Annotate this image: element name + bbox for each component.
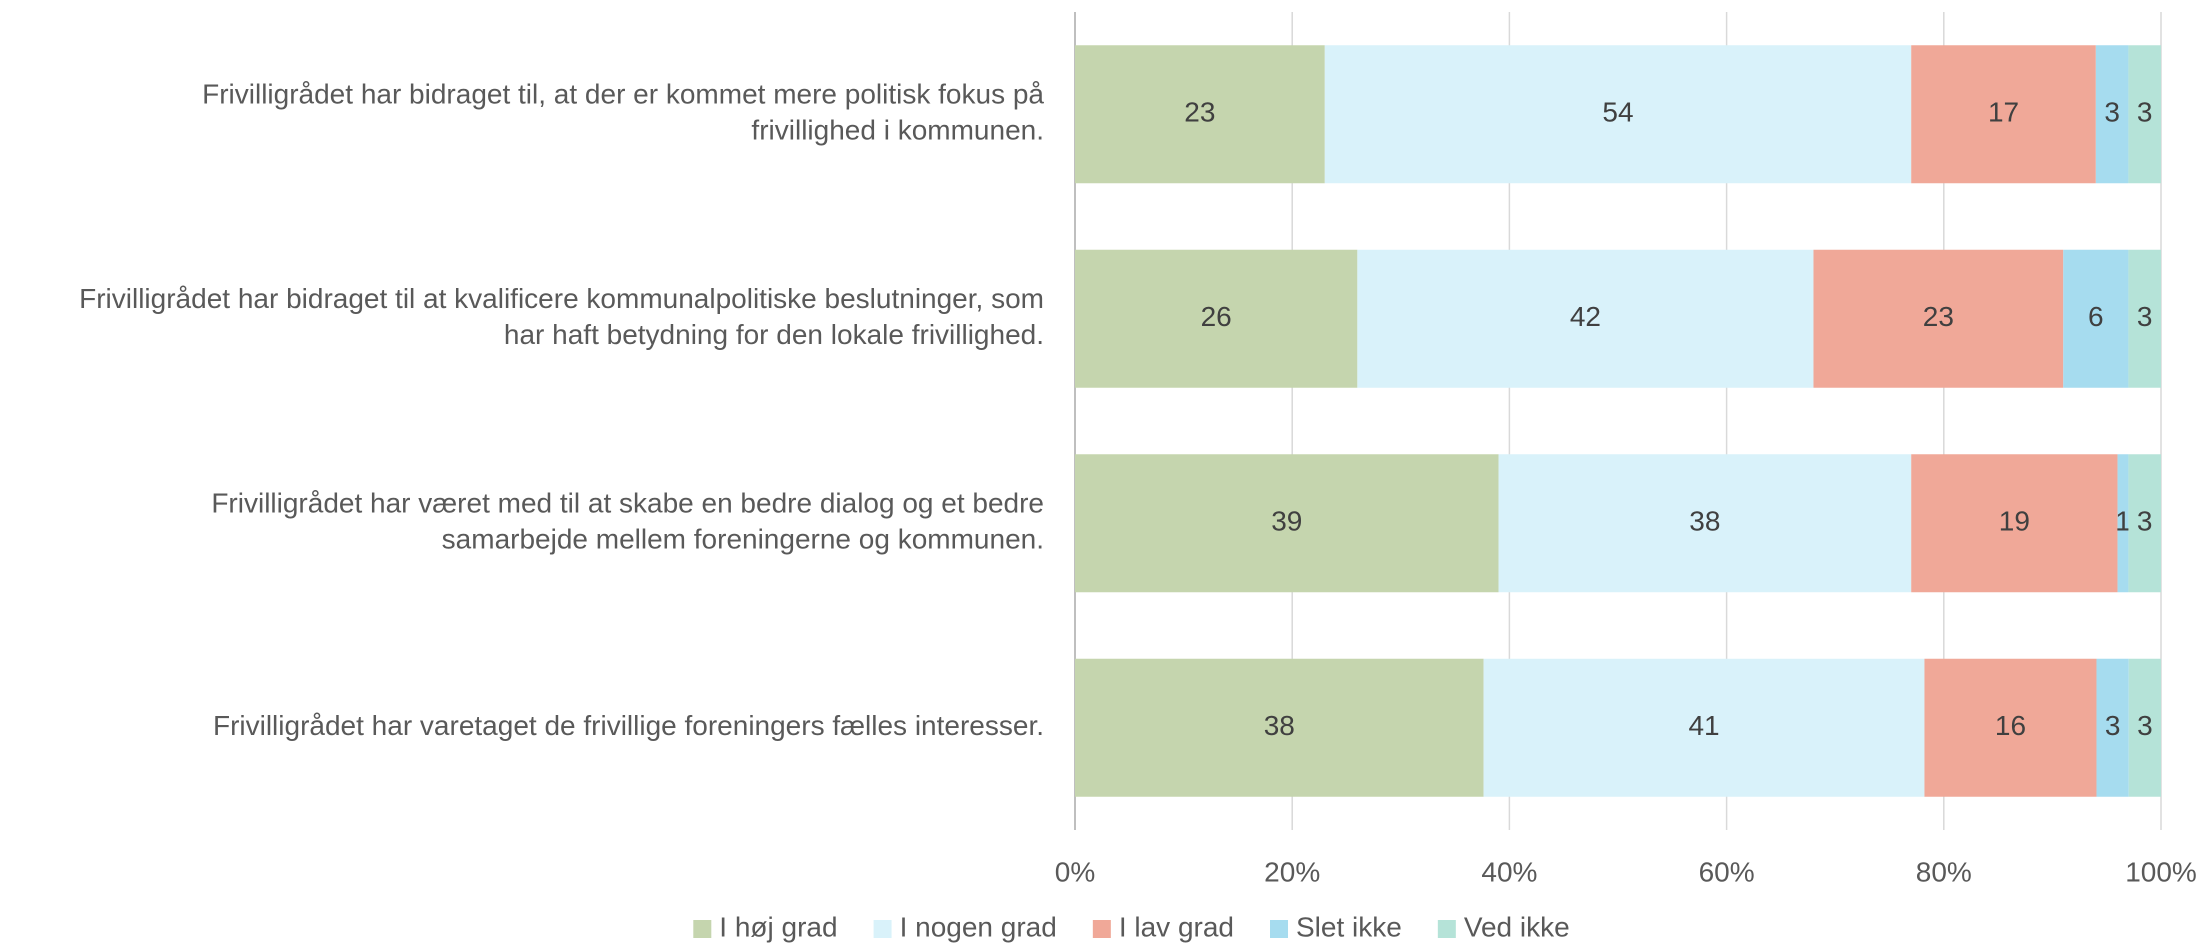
bar-segment xyxy=(2128,45,2161,184)
bar-segment xyxy=(2128,454,2161,593)
legend-label: I lav grad xyxy=(1119,911,1234,942)
data-label: 54 xyxy=(1602,97,1633,128)
bar-segment xyxy=(1075,249,1358,388)
bar-segment xyxy=(2096,658,2129,797)
data-label: 17 xyxy=(1988,97,2019,128)
category-label: har haft betydning for den lokale frivil… xyxy=(504,319,1044,350)
data-label: 42 xyxy=(1570,301,1601,332)
data-label: 3 xyxy=(2137,97,2153,128)
bar-segment xyxy=(1075,658,1484,797)
legend-label: Ved ikke xyxy=(1464,911,1570,942)
bar-segment xyxy=(2128,249,2161,388)
category-label: Frivilligrådet har været med til at skab… xyxy=(211,488,1044,519)
category-label: Frivilligrådet har bidraget til at kvali… xyxy=(79,283,1044,314)
legend-swatch xyxy=(1437,920,1456,938)
bar-segment xyxy=(2063,249,2129,388)
legend-swatch xyxy=(693,920,712,938)
legend-label: I nogen grad xyxy=(900,911,1057,942)
legend-swatch xyxy=(1270,920,1289,938)
bar-segment xyxy=(2128,658,2161,797)
data-label: 3 xyxy=(2104,97,2120,128)
data-label: 38 xyxy=(1264,710,1295,741)
bar-segment xyxy=(1075,454,1499,593)
category-label: samarbejde mellem foreningerne og kommun… xyxy=(442,524,1044,555)
bar-segment xyxy=(1498,454,1912,593)
bar-segment xyxy=(1911,45,2096,184)
category-label: Frivilligrådet har bidraget til, at der … xyxy=(202,79,1044,110)
bar-segment xyxy=(2117,454,2129,593)
bar-segment xyxy=(1483,658,1925,797)
x-tick-label: 20% xyxy=(1264,856,1320,887)
x-tick-label: 80% xyxy=(1916,856,1972,887)
bar-segment xyxy=(2095,45,2129,184)
bar-segment xyxy=(1075,45,1325,184)
category-label: Frivilligrådet har varetaget de frivilli… xyxy=(213,710,1044,741)
data-label: 19 xyxy=(1999,506,2030,537)
data-label: 23 xyxy=(1184,97,1215,128)
bar-segment xyxy=(1924,658,2097,797)
legend-swatch xyxy=(873,920,892,938)
legend-label: Slet ikke xyxy=(1296,911,1402,942)
bar-segment xyxy=(1324,45,1912,184)
data-label: 1 xyxy=(2115,506,2131,537)
data-label: 3 xyxy=(2137,710,2153,741)
data-label: 6 xyxy=(2088,301,2104,332)
data-label: 41 xyxy=(1688,710,1719,741)
category-label: frivillighed i kommunen. xyxy=(751,115,1044,146)
legend-swatch xyxy=(1092,920,1111,938)
bar-segment xyxy=(1911,454,2118,593)
x-tick-label: 60% xyxy=(1699,856,1755,887)
data-label: 39 xyxy=(1271,506,1302,537)
data-label: 3 xyxy=(2137,506,2153,537)
bar-segment xyxy=(1813,249,2064,388)
bar-segment xyxy=(1357,249,1814,388)
data-label: 3 xyxy=(2105,710,2121,741)
x-tick-label: 0% xyxy=(1055,856,1095,887)
data-label: 26 xyxy=(1201,301,1232,332)
x-tick-label: 40% xyxy=(1481,856,1537,887)
legend-label: I høj grad xyxy=(719,911,837,942)
data-label: 16 xyxy=(1995,710,2026,741)
data-label: 3 xyxy=(2137,301,2153,332)
x-tick-label: 100% xyxy=(2125,856,2197,887)
data-label: 23 xyxy=(1923,301,1954,332)
data-label: 38 xyxy=(1689,506,1720,537)
